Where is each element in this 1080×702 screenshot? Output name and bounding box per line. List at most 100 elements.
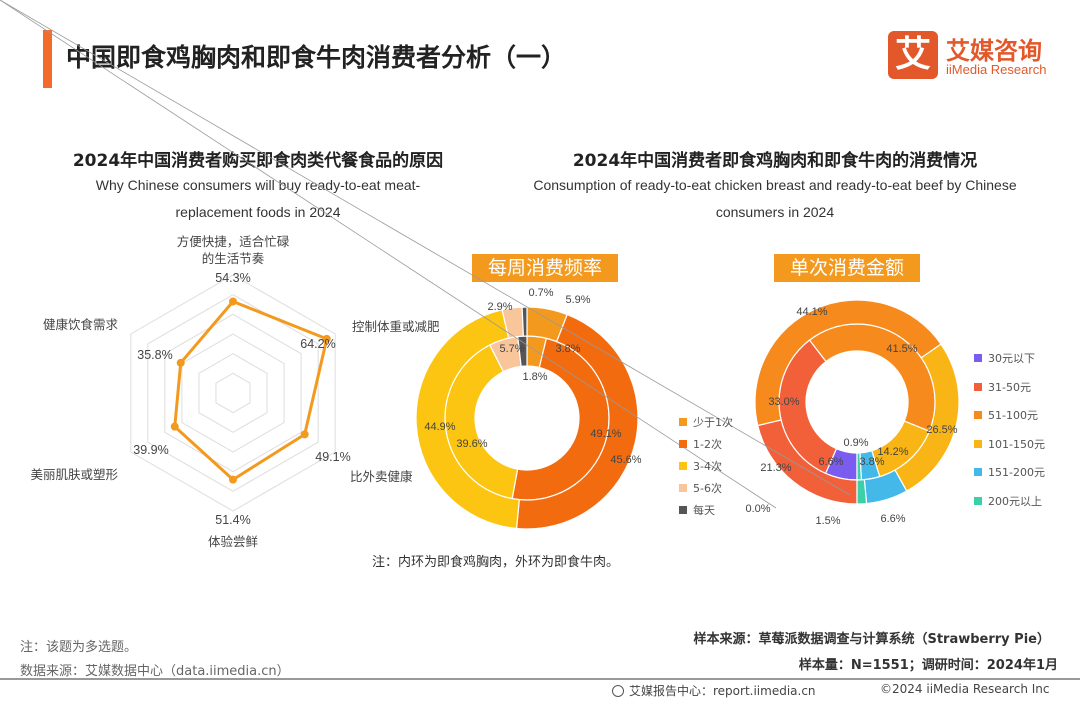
radar-grid-ring	[130, 274, 336, 512]
left-chart-title: 2024年中国消费者购买即食肉类代餐食品的原因	[72, 151, 444, 171]
left-chart-subtitle-2: replacement foods in 2024	[175, 204, 341, 220]
radar-point	[300, 430, 309, 439]
legend-label: 30元以下	[988, 352, 1035, 365]
radar-point	[229, 475, 237, 484]
logo-mark-icon: 艾	[888, 31, 938, 79]
report-center: 艾媒报告中心：report.iimedia.cn	[612, 682, 816, 699]
donut-outer-slice	[415, 309, 520, 530]
donut-outer-label: 45.6%	[610, 454, 641, 466]
donut-outer-label: 44.9%	[424, 421, 455, 433]
radar-category-label: 控制体重或减肥	[352, 319, 440, 334]
iimedia-logo: 艾 艾媒咨询 iiMedia Research	[888, 31, 1058, 81]
radar-grid-ring	[215, 372, 251, 414]
copyright: ©2024 iiMedia Research Inc	[880, 682, 1050, 696]
legend-swatch	[679, 418, 687, 426]
legend-swatch	[974, 468, 982, 476]
legend-swatch	[974, 354, 982, 362]
donut-outer-label: 2.9%	[487, 301, 512, 313]
footer-divider	[0, 678, 1080, 680]
left-chart-subtitle-1: Why Chinese consumers will buy ready-to-…	[95, 177, 421, 193]
right-chart-subtitle-2: consumers in 2024	[715, 204, 835, 220]
legend-swatch	[974, 496, 982, 505]
right-chart-subtitle-1: Consumption of ready-to-eat chicken brea…	[533, 177, 1017, 193]
title-accent-bar	[43, 30, 52, 88]
donut-inner-label: 5.7%	[499, 343, 524, 355]
legend-item: 151-200元	[974, 464, 1045, 480]
donut-outer-label: 21.3%	[760, 462, 791, 474]
logo-cn-text: 艾媒咨询	[946, 37, 1042, 65]
label-leader-line	[0, 0, 777, 509]
legend-swatch	[679, 506, 687, 514]
donut-outer-slice	[521, 306, 528, 337]
radar-point	[170, 422, 179, 431]
legend-item: 5-6次	[679, 480, 722, 496]
legend-item: 1-2次	[679, 436, 722, 452]
radar-point	[229, 297, 237, 306]
legend-swatch	[679, 440, 687, 448]
charts-canvas: 54.3% 64.2% 49.1% 51.4% 39.9% 35.8% 方便快捷，适合忙碌的…	[0, 0, 960, 549]
legend-label: 31-50元	[988, 380, 1031, 394]
report-link[interactable]: 艾媒报告中心：report.iimedia.cn	[629, 684, 816, 698]
legend-label: 51-100元	[988, 409, 1038, 422]
donut-outer-label: 5.9%	[565, 294, 590, 306]
legend-label: 3-4次	[693, 460, 722, 473]
radar-grid-ring	[198, 353, 268, 433]
donut-outer-label: 26.5%	[926, 424, 957, 436]
donut-outer-label: 44.1%	[796, 306, 827, 318]
donut-outer-label: 0.0%	[745, 503, 770, 515]
frequency-chart-title: 每周消费频率	[472, 254, 618, 282]
legend-swatch	[679, 484, 687, 492]
radar-grid-ring	[164, 313, 302, 473]
radar-value-label: 54.3%	[215, 271, 250, 285]
radar-value-label: 64.2%	[300, 337, 335, 351]
legend-item: 51-100元	[974, 407, 1038, 423]
legend-item: 30元以下	[974, 350, 1035, 366]
donut-inner-label: 41.5%	[886, 343, 917, 355]
radar-value-label: 51.4%	[215, 513, 250, 527]
legend-item: 少于1次	[679, 414, 733, 430]
donut-inner-label: 33.0%	[768, 396, 799, 408]
donut-inner-label: 39.6%	[456, 438, 487, 450]
donut-inner-label: 6.6%	[818, 456, 843, 468]
radar-value-label: 39.9%	[133, 443, 168, 457]
legend-label: 1-2次	[693, 438, 722, 451]
legend-item: 31-50元	[974, 379, 1031, 395]
legend-label: 5-6次	[693, 482, 722, 495]
legend-label: 少于1次	[693, 416, 733, 429]
legend-item: 101-150元	[974, 436, 1045, 452]
radar-category-label: 体验尝鲜	[208, 534, 258, 549]
donut-inner-label: 3.8%	[555, 343, 580, 355]
sample-size: 样本量：N=1551；调研时间：2024年1月	[798, 658, 1058, 673]
donut-inner-label: 0.9%	[843, 437, 868, 449]
legend-swatch	[974, 439, 982, 448]
radar-point	[322, 334, 331, 343]
donut-outer-label: 6.6%	[880, 513, 905, 525]
legend-label: 101-150元	[988, 437, 1045, 451]
right-chart-title: 2024年中国消费者即食鸡胸肉和即食牛肉的消费情况	[572, 151, 978, 171]
radar-category-label: 方便快捷，适合忙碌	[177, 234, 290, 249]
donut-inner-label: 14.2%	[877, 446, 908, 458]
legend-item: 3-4次	[679, 458, 722, 474]
legend-swatch	[974, 411, 982, 419]
radar-category-label: 的生活节奏	[202, 251, 265, 266]
sample-source: 样本来源：草莓派数据调查与计算系统（Strawberry Pie）	[693, 632, 1050, 647]
amount-chart-title: 单次消费金额	[774, 254, 920, 282]
donut-inner-label: 49.1%	[590, 428, 621, 440]
page-title: 中国即食鸡胸肉和即食牛肉消费者分析（一）	[66, 43, 567, 72]
radar-point	[176, 358, 185, 367]
radar-grid-ring	[147, 294, 319, 492]
legend-item: 每天	[679, 502, 715, 518]
radar-category-label: 比外卖健康	[350, 469, 413, 484]
footer-note: 注：该题为多选题。	[20, 640, 138, 655]
donut-inner-label: 1.8%	[522, 371, 547, 383]
legend-label: 200元以上	[988, 494, 1042, 508]
radar-series-line	[173, 299, 329, 482]
donut-outer-label: 1.5%	[815, 515, 840, 527]
legend-swatch	[974, 382, 982, 391]
donut-outer-slice	[856, 479, 868, 505]
ring-note: 注：内环为即食鸡胸肉，外环为即食牛肉。	[372, 555, 620, 570]
donut-inner-label: 3.8%	[859, 456, 884, 468]
radar-category-label: 美丽肌肤或塑形	[30, 467, 118, 482]
logo-en-text: iiMedia Research	[946, 62, 1047, 77]
